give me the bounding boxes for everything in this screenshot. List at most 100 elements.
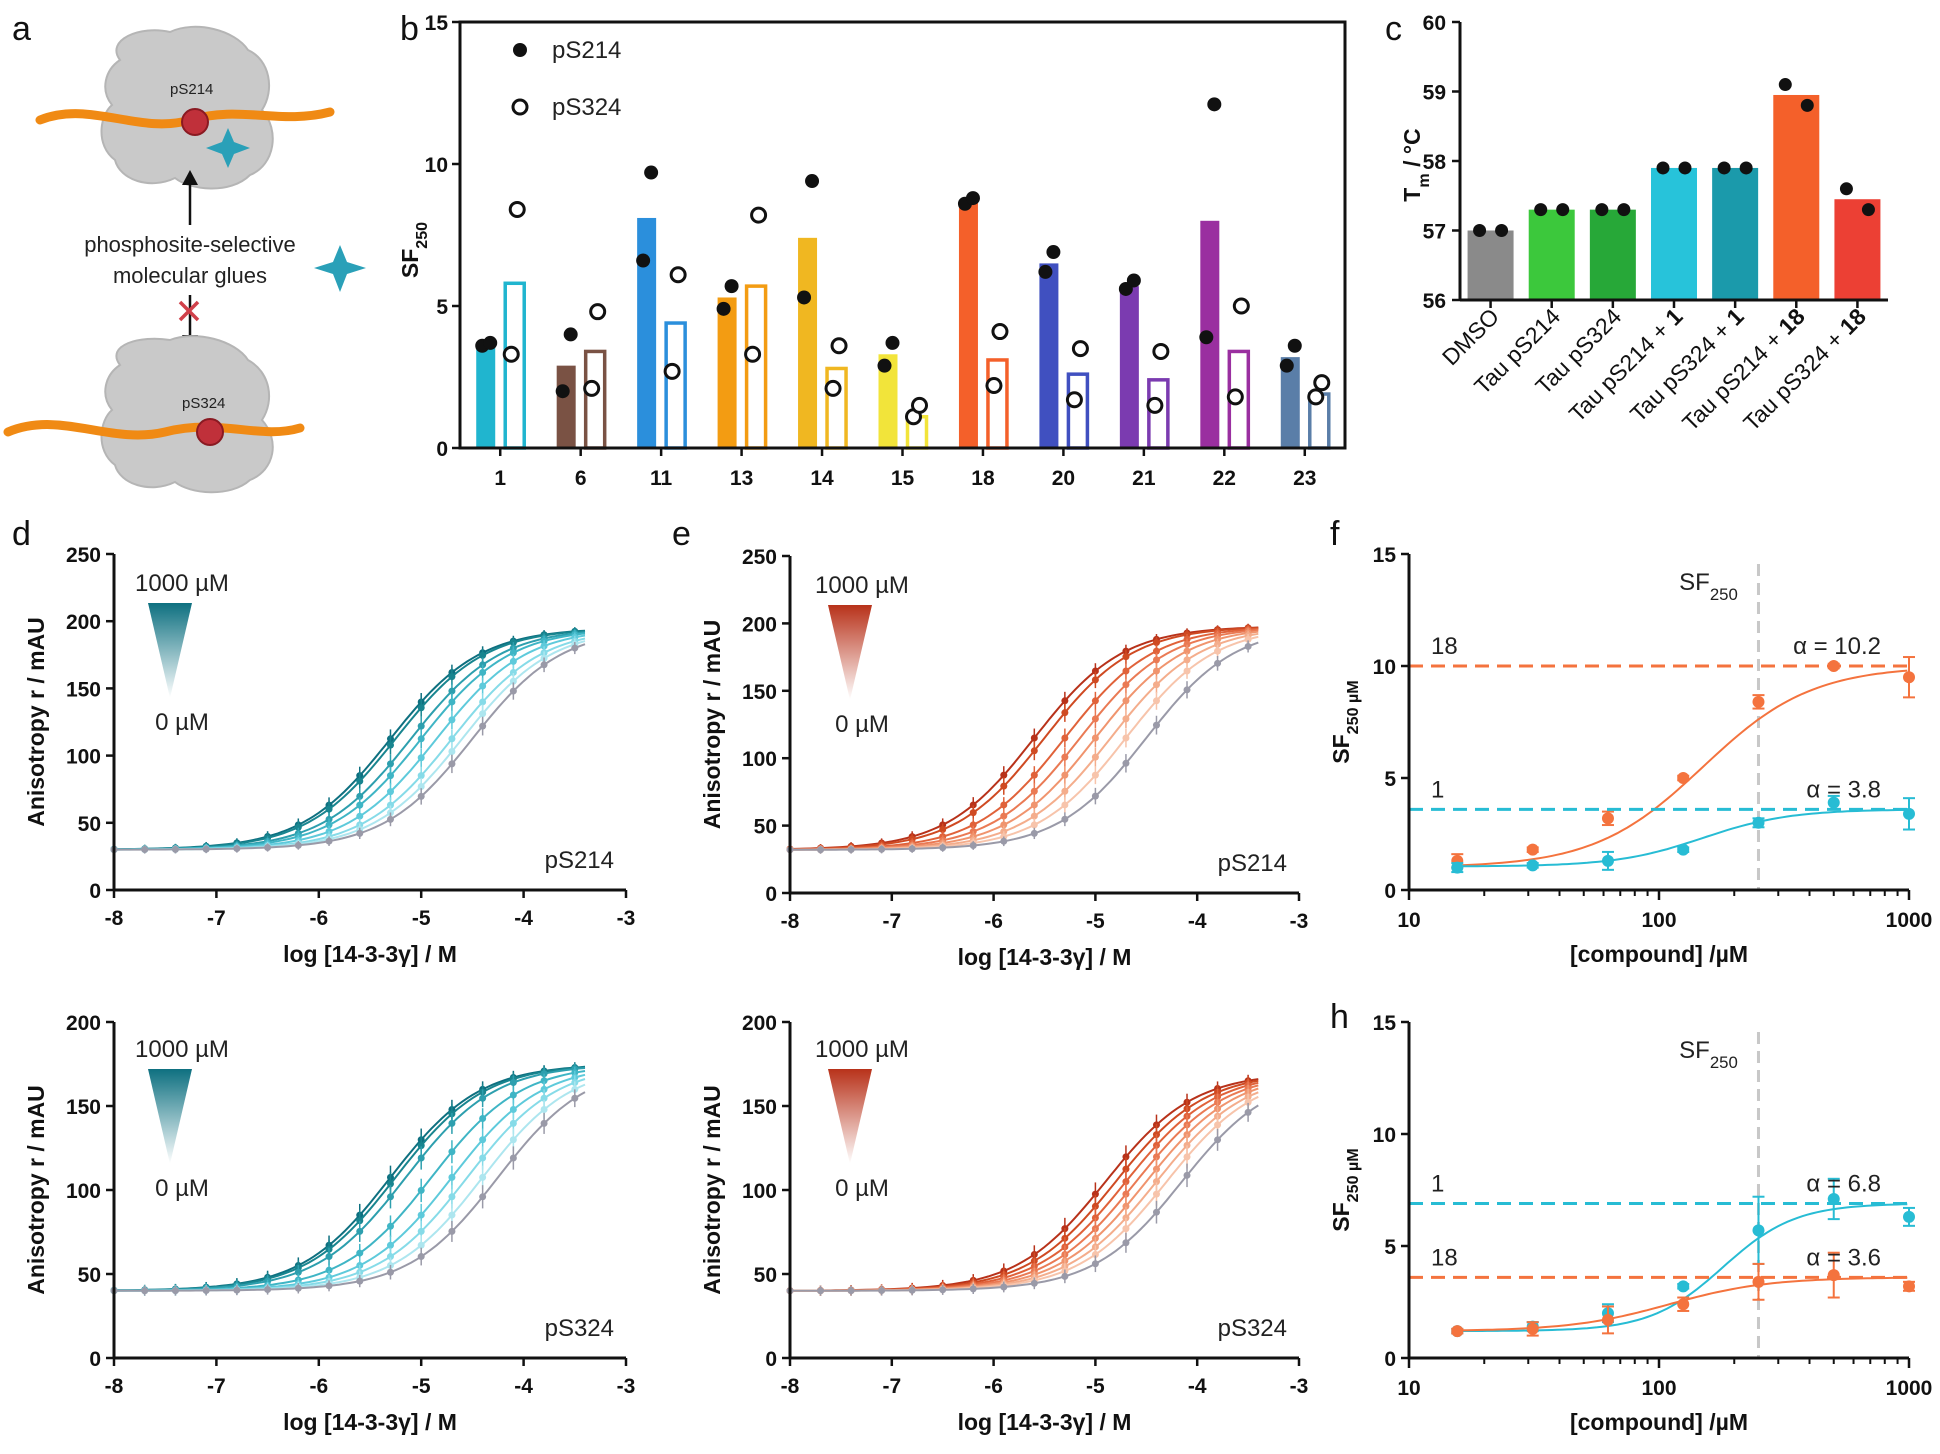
data-point xyxy=(1000,782,1008,790)
data-point xyxy=(356,1277,364,1285)
x-tick-label: 10 xyxy=(1397,909,1420,932)
phospho-site-top xyxy=(181,108,209,136)
gradient-bottom-label: 0 µM xyxy=(835,1175,889,1202)
point-ps324 xyxy=(669,266,687,284)
data-point xyxy=(448,1211,456,1219)
concentration-gradient-icon xyxy=(828,605,872,700)
chart-f: SF250 18 α = 10.2 1 α = 3.8 10 100 1000 0 5 10 15 [c… xyxy=(1328,544,1932,967)
y-tick-label: 0 xyxy=(765,1348,777,1371)
data-point xyxy=(171,845,179,853)
point-ps324 xyxy=(824,379,842,397)
data-point xyxy=(1152,721,1160,729)
x-axis-label: [compound] /µM xyxy=(1570,941,1748,967)
data-point xyxy=(509,1106,517,1114)
y-tick-label: 50 xyxy=(78,1264,101,1287)
data-point xyxy=(540,1077,548,1085)
y-tick-label: 250 xyxy=(66,544,101,567)
y-tick-label: 200 xyxy=(742,1012,777,1035)
x-tick-label: -3 xyxy=(617,907,636,930)
concentration-gradient-icon xyxy=(828,1069,872,1164)
data-point xyxy=(202,1286,210,1294)
data-point xyxy=(417,722,425,730)
data-point xyxy=(1752,695,1765,708)
data-point xyxy=(294,841,302,849)
data-point xyxy=(1214,647,1222,655)
point-ps324 xyxy=(583,379,601,397)
data-point xyxy=(356,792,364,800)
data-point xyxy=(1091,715,1099,723)
data-point xyxy=(1244,642,1252,650)
data-point xyxy=(1091,1202,1099,1210)
legend-marker-filled xyxy=(513,43,527,57)
y-tick-label: 0 xyxy=(1384,1348,1396,1371)
data-point xyxy=(1091,771,1099,779)
data-point xyxy=(202,845,210,853)
data-point xyxy=(448,735,456,743)
data-point xyxy=(1122,1239,1130,1247)
y-tick-label: 200 xyxy=(66,611,101,634)
point-ps214 xyxy=(563,327,578,342)
x-tick-label: -3 xyxy=(1290,910,1309,933)
data-point xyxy=(1152,639,1160,647)
y-tick-label: 200 xyxy=(66,1012,101,1035)
bar-ps324 xyxy=(744,284,768,450)
data-point xyxy=(1601,812,1614,825)
data-point xyxy=(386,1180,394,1188)
data-point xyxy=(1152,667,1160,675)
data-point xyxy=(417,754,425,762)
x-tick-label: 23 xyxy=(1293,467,1316,490)
point-ps214 xyxy=(797,290,812,305)
bar-ps324 xyxy=(503,281,526,450)
bar-ps214 xyxy=(556,365,576,448)
fit-curve xyxy=(114,1091,586,1292)
data-point xyxy=(1903,671,1915,684)
panel-letter-d: d xyxy=(12,515,31,553)
data-point xyxy=(1451,861,1464,874)
panel-letter-b: b xyxy=(400,10,419,48)
gradient-bottom-label: 0 µM xyxy=(155,709,209,736)
data-point xyxy=(141,1287,149,1295)
bar-ps214 xyxy=(637,217,657,448)
gradient-top-label: 1000 µM xyxy=(815,572,909,599)
data-point xyxy=(1061,734,1069,742)
gradient-top-label: 1000 µM xyxy=(135,570,229,597)
data-point xyxy=(386,772,394,780)
y-axis-label: Anisotropy r / mAU xyxy=(23,1085,49,1295)
data-point xyxy=(1152,1178,1160,1186)
data-point xyxy=(325,837,333,845)
data-point xyxy=(939,826,947,834)
y-tick-label: 0 xyxy=(1384,880,1396,903)
y-axis-label: Anisotropy r / mAU xyxy=(23,617,49,827)
data-point xyxy=(1061,753,1069,761)
y-tick-label: 5 xyxy=(436,296,448,319)
data-point xyxy=(448,698,456,706)
data-point xyxy=(325,1282,333,1290)
data-point xyxy=(540,1119,548,1127)
y-tick-label: 5 xyxy=(1384,768,1396,791)
point-ps214 xyxy=(877,358,892,373)
x-tick-label: 20 xyxy=(1052,467,1075,490)
y-axis-label: SF250 µM xyxy=(1328,680,1362,763)
series-name-label: 18 xyxy=(1431,1244,1458,1271)
y-axis-label: Anisotropy r / mAU xyxy=(699,620,725,830)
data-point xyxy=(141,846,149,854)
x-tick-label: -8 xyxy=(105,907,124,930)
y-tick-label: 57 xyxy=(1423,221,1446,244)
y-tick-label: 5 xyxy=(1384,1236,1396,1259)
replicate-point xyxy=(1800,98,1814,112)
data-point xyxy=(1122,1190,1130,1198)
data-point xyxy=(1214,640,1222,648)
data-point xyxy=(1152,1190,1160,1198)
replicate-point xyxy=(1861,203,1875,217)
data-point xyxy=(817,1287,825,1295)
data-point xyxy=(1061,771,1069,779)
x-tick-label: -4 xyxy=(514,1375,533,1398)
data-point xyxy=(1827,796,1840,809)
replicate-point xyxy=(1534,203,1548,217)
vline-label: SF250 xyxy=(1679,569,1738,604)
data-point xyxy=(479,1094,487,1102)
bar-ps324 xyxy=(825,366,848,450)
protein-top-shape xyxy=(100,25,274,190)
gradient-bottom-label: 0 µM xyxy=(835,711,889,738)
